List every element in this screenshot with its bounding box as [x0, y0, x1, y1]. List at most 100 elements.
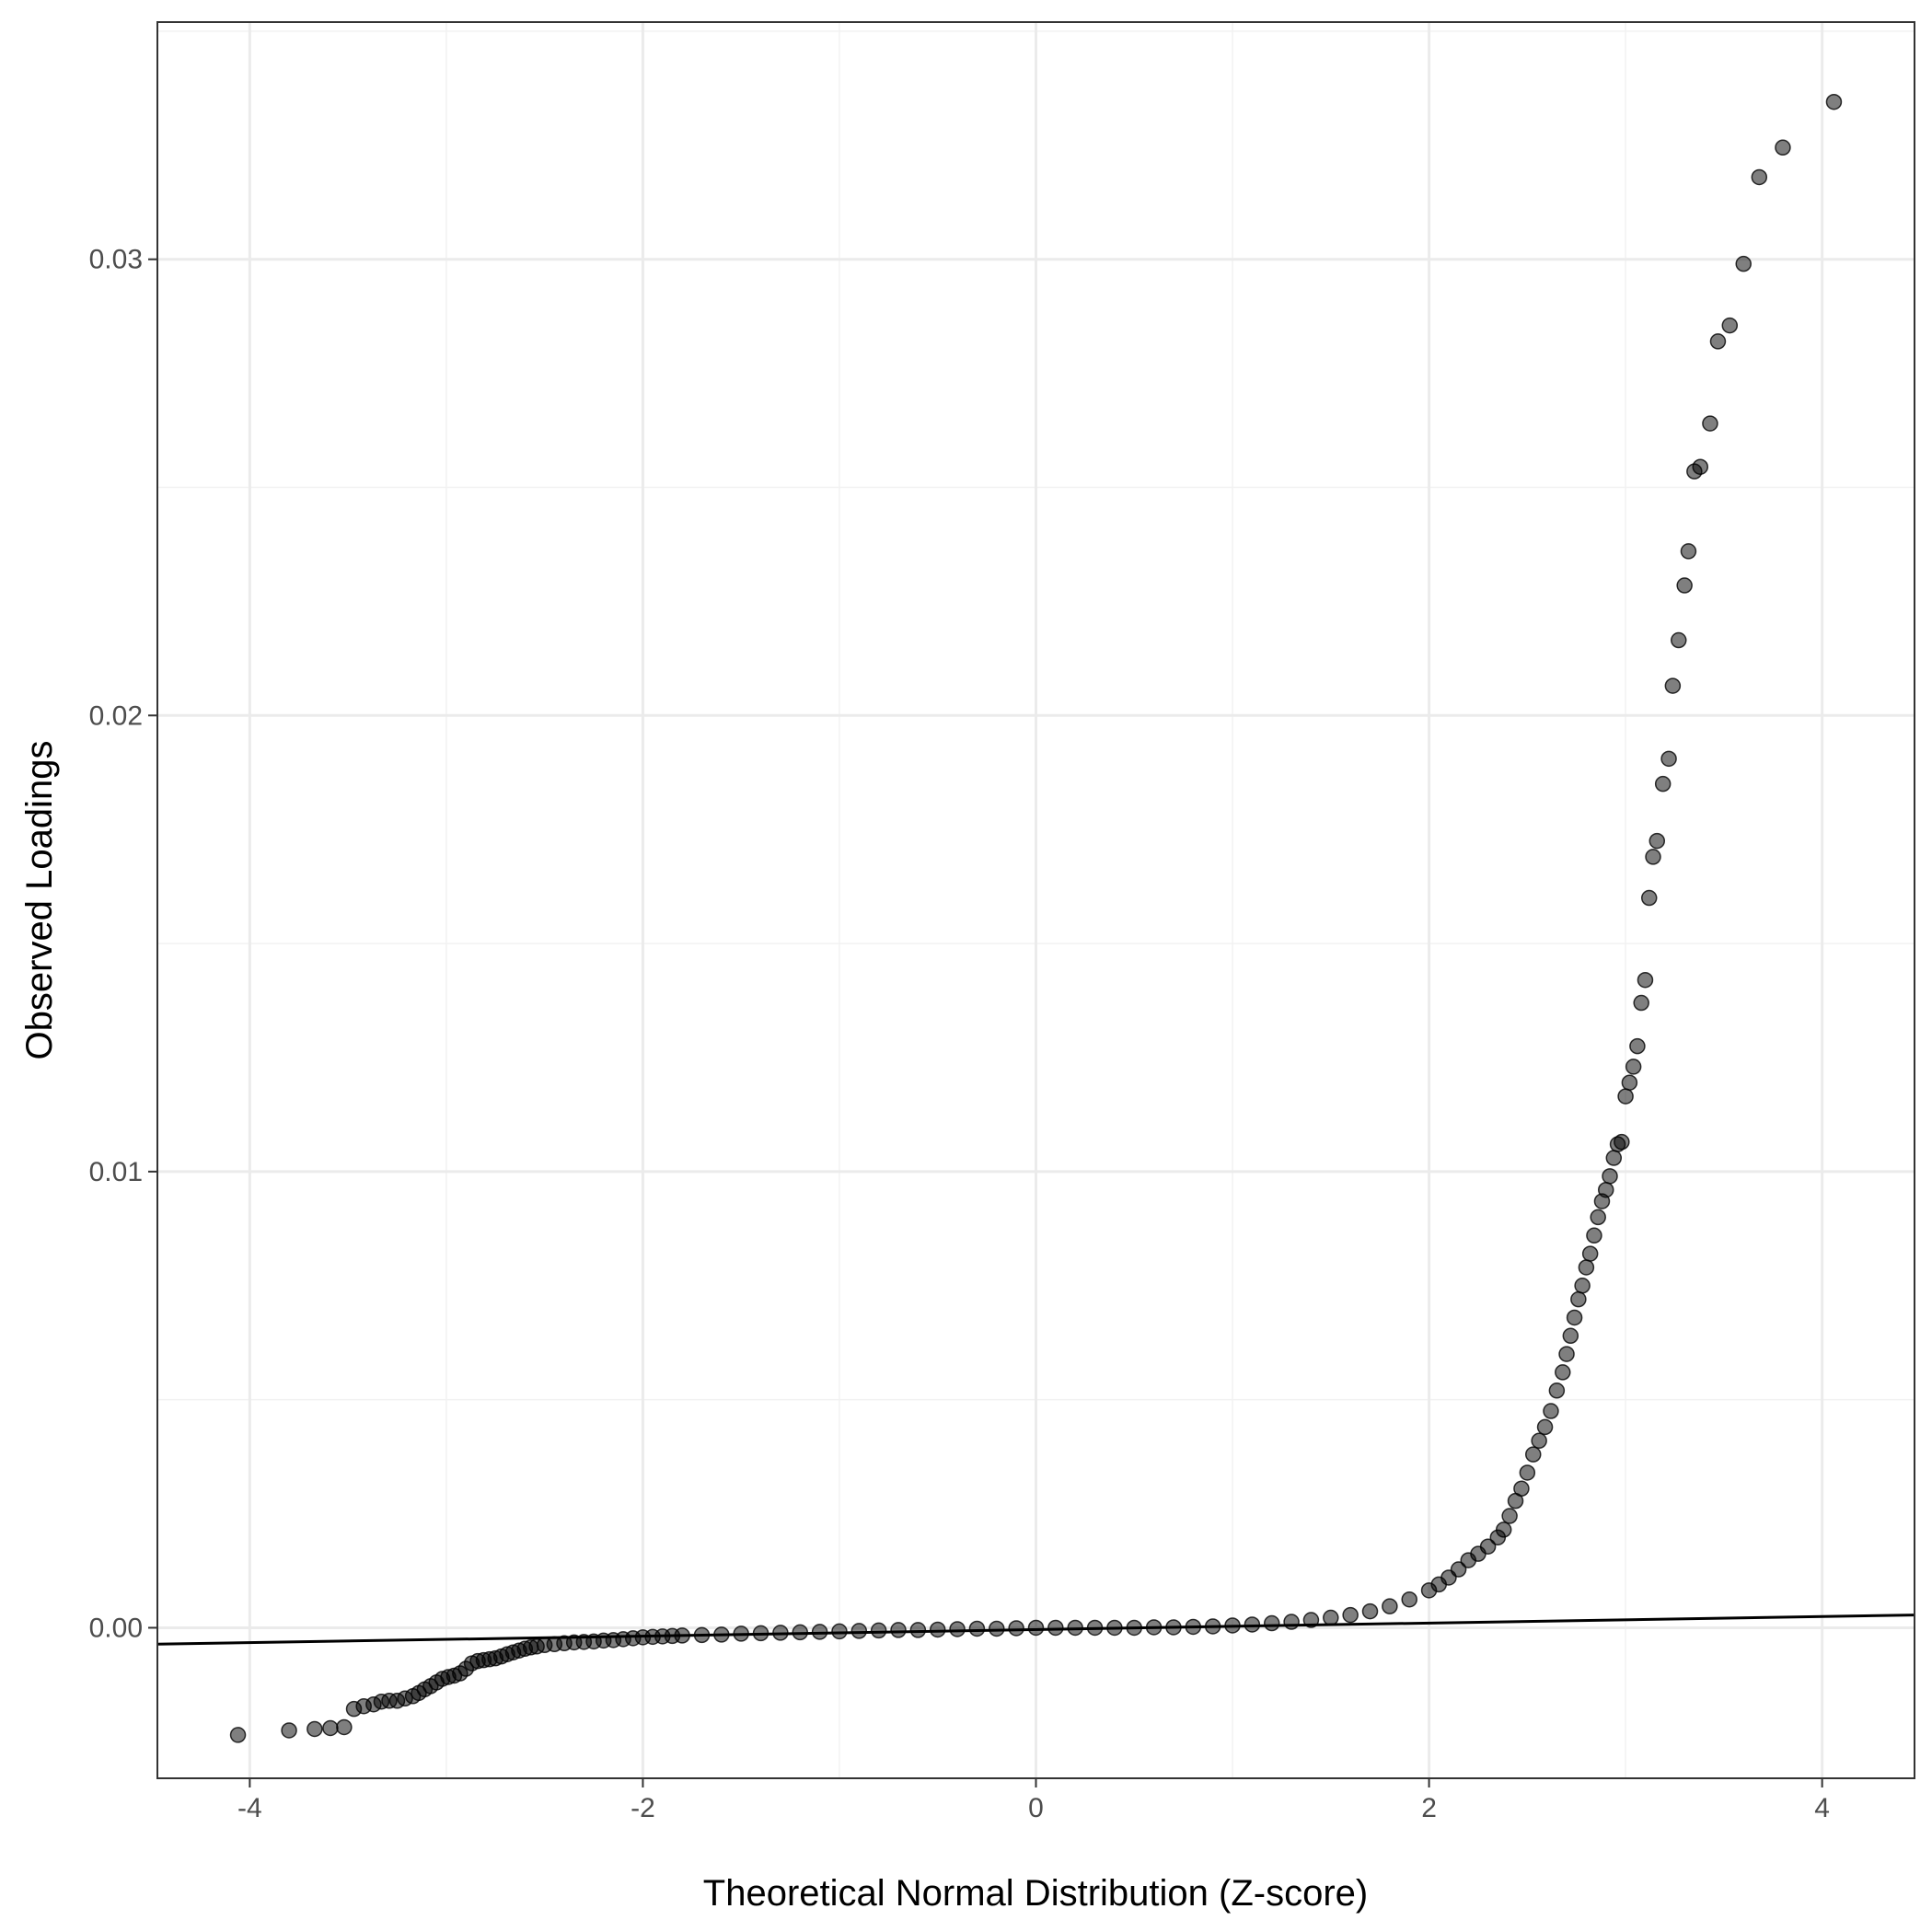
data-point [307, 1720, 323, 1738]
data-point [1185, 1618, 1202, 1636]
data-point [1145, 1619, 1163, 1636]
data-point [1676, 577, 1693, 594]
data-point [1106, 1619, 1123, 1637]
data-point [1614, 1133, 1630, 1151]
data-point [1495, 1521, 1512, 1538]
data-point [1531, 1432, 1547, 1450]
data-point [1751, 168, 1768, 186]
data-point [1450, 1561, 1467, 1578]
data-point [850, 1623, 868, 1639]
data-point [1513, 1480, 1530, 1498]
data-point [281, 1722, 297, 1739]
data-point [1586, 1227, 1602, 1244]
data-point [1027, 1619, 1045, 1637]
data-point [752, 1625, 769, 1642]
data-point [1645, 849, 1661, 865]
data-point [1654, 775, 1672, 792]
data-point [674, 1627, 690, 1644]
data-point [1617, 1088, 1634, 1105]
data-point [792, 1624, 809, 1641]
data-point [1629, 1037, 1646, 1055]
data-point [1165, 1619, 1182, 1636]
data-point [1637, 971, 1654, 989]
x-tick-label: -2 [631, 1793, 655, 1823]
data-point [1263, 1614, 1280, 1632]
data-point [1244, 1616, 1261, 1633]
data-point [693, 1626, 711, 1644]
data-point [890, 1622, 907, 1638]
data-point [1342, 1606, 1359, 1624]
data-point [1825, 93, 1843, 110]
y-tick-label: 0.02 [89, 700, 143, 731]
data-point [1590, 1209, 1606, 1226]
data-point [1735, 255, 1752, 272]
data-point [1598, 1181, 1614, 1198]
data-point [1709, 333, 1727, 350]
data-point [1621, 1074, 1638, 1091]
data-point [1361, 1602, 1379, 1620]
y-tick-label: 0.01 [89, 1157, 143, 1187]
data-point [229, 1727, 247, 1743]
x-tick-label: -4 [237, 1793, 262, 1823]
y-tick-label: 0.00 [89, 1613, 143, 1643]
y-tick-label: 0.03 [89, 245, 143, 275]
data-point [1524, 1446, 1542, 1463]
data-point [1224, 1617, 1241, 1634]
data-point [1581, 1245, 1599, 1262]
data-point [1047, 1619, 1064, 1637]
data-point [1702, 415, 1718, 432]
data-point [1775, 139, 1791, 156]
data-point [1555, 1364, 1571, 1381]
data-point [733, 1625, 749, 1642]
data-point [1548, 1382, 1566, 1399]
data-point [811, 1624, 828, 1640]
data-point [909, 1622, 927, 1638]
data-point [1479, 1538, 1497, 1555]
data-point [831, 1623, 848, 1640]
data-point [1721, 317, 1739, 334]
data-point [1660, 750, 1677, 768]
data-point [1323, 1609, 1339, 1626]
data-point [1558, 1346, 1575, 1362]
data-point [949, 1621, 966, 1637]
data-point [1633, 994, 1649, 1012]
data-point [1625, 1059, 1642, 1075]
data-point [1067, 1619, 1083, 1637]
data-point [1578, 1259, 1595, 1276]
data-point [1382, 1598, 1398, 1614]
data-point [1570, 1290, 1587, 1308]
data-point [1640, 889, 1658, 907]
data-point [1562, 1327, 1579, 1345]
data-point [1536, 1418, 1554, 1436]
data-point [1671, 631, 1687, 649]
x-tick-label: 0 [1028, 1793, 1044, 1823]
data-point [336, 1718, 353, 1736]
data-point [1680, 543, 1697, 560]
data-points [229, 93, 1843, 1743]
data-point [1519, 1464, 1536, 1481]
data-point [1649, 832, 1666, 850]
data-point [1605, 1150, 1623, 1166]
data-point [1283, 1614, 1300, 1630]
x-tick-label: 2 [1421, 1793, 1437, 1823]
data-point [1566, 1309, 1583, 1326]
data-point [1664, 677, 1682, 694]
data-point [1692, 458, 1708, 475]
data-point [968, 1620, 986, 1637]
data-point [1574, 1278, 1591, 1294]
data-point [870, 1622, 887, 1639]
data-point [1401, 1591, 1417, 1608]
data-point [713, 1626, 730, 1643]
data-point [929, 1621, 946, 1638]
x-tick-label: 4 [1814, 1793, 1830, 1823]
data-point [1204, 1618, 1221, 1635]
data-point [1086, 1619, 1104, 1637]
data-point [1543, 1403, 1559, 1419]
data-point [322, 1719, 339, 1737]
x-axis-title: Theoretical Normal Distribution (Z-score… [703, 1873, 1368, 1914]
data-point [1008, 1620, 1024, 1637]
data-point [772, 1625, 789, 1641]
data-point [1126, 1619, 1143, 1637]
x-axis: -4 -2 0 2 4 [237, 1778, 1830, 1823]
